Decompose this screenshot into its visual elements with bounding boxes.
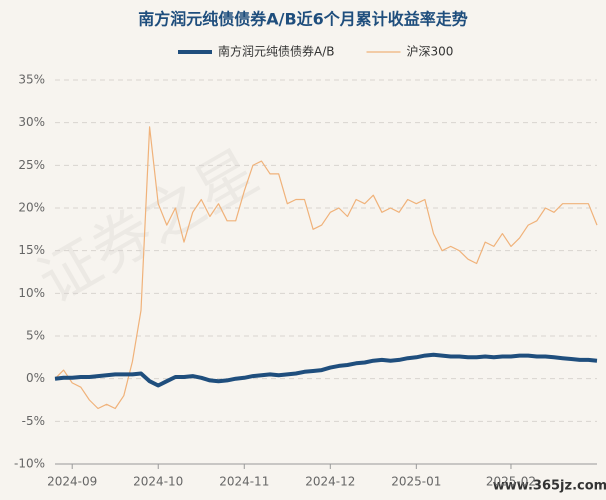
legend-label: 南方润元纯债债券A/B	[218, 44, 335, 59]
x-tick-label: 2024-10	[133, 475, 183, 489]
y-tick-label: 35%	[18, 73, 45, 87]
x-tick-label: 2025-01	[391, 475, 441, 489]
y-tick-label: 0%	[26, 371, 45, 385]
x-tick-label: 2024-11	[219, 475, 269, 489]
y-tick-label: 10%	[18, 286, 45, 300]
y-tick-label: 15%	[18, 243, 45, 257]
series-line	[54, 352, 598, 388]
x-tick-label: 2025-02	[486, 475, 536, 489]
legend-label: 沪深300	[407, 45, 454, 59]
source: www.365jz.com	[493, 479, 606, 494]
x-tick-label: 2024-09	[47, 475, 97, 489]
y-tick-label: 20%	[18, 201, 45, 215]
chart-title: 南方润元纯债债券A/B近6个月累计收益率走势	[138, 10, 468, 29]
y-tick-label: -5%	[22, 414, 45, 428]
series-line	[54, 126, 598, 410]
x-tick-label: 2024-12	[305, 475, 355, 489]
y-tick-label: 25%	[18, 158, 45, 172]
y-tick-label: 5%	[26, 329, 45, 343]
y-tick-label: -10%	[14, 457, 45, 471]
y-tick-label: 30%	[18, 115, 45, 129]
